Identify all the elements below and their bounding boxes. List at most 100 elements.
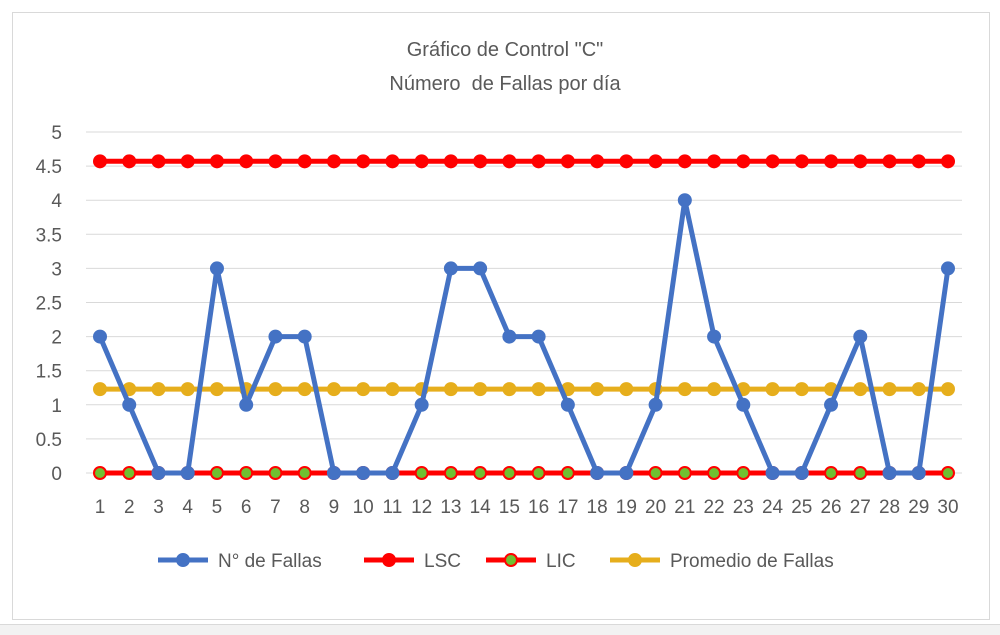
data-point — [736, 466, 751, 480]
data-point — [707, 154, 722, 169]
data-point — [590, 382, 605, 397]
x-tick-label: 20 — [645, 497, 666, 518]
data-point — [941, 382, 955, 397]
data-point — [794, 154, 809, 169]
data-point — [677, 382, 692, 397]
data-point — [707, 329, 722, 344]
data-point — [619, 154, 634, 169]
legend-label: LSC — [424, 551, 461, 572]
x-tick-label: 22 — [703, 497, 724, 518]
x-tick-label: 9 — [329, 497, 340, 518]
x-tick-label: 3 — [153, 497, 164, 518]
y-tick-label: 4.5 — [36, 157, 62, 178]
data-point — [326, 382, 341, 397]
x-tick-label: 17 — [557, 497, 578, 518]
data-point — [502, 154, 517, 169]
data-point — [531, 466, 546, 480]
x-tick-label: 11 — [383, 497, 403, 518]
chart-title: Gráfico de Control "C" — [407, 39, 604, 61]
data-point — [531, 329, 546, 344]
data-point — [268, 154, 283, 169]
x-tick-label: 4 — [182, 497, 193, 518]
series-lsc — [93, 154, 955, 169]
data-point — [93, 382, 107, 397]
data-point — [93, 466, 107, 480]
x-tick-label: 1 — [95, 497, 106, 518]
legend: N° de Fallas LSC LIC Promedio de Fallas — [158, 551, 834, 572]
legend-label: Promedio de Fallas — [670, 551, 834, 572]
data-point — [297, 329, 312, 344]
x-tick-label: 6 — [241, 497, 252, 518]
data-point — [180, 382, 195, 397]
chart-subtitle: Número de Fallas por día — [389, 73, 621, 95]
bottom-divider — [0, 624, 1000, 635]
gridlines — [86, 131, 962, 474]
data-point — [180, 154, 195, 169]
data-point — [590, 466, 605, 480]
y-tick-label: 5 — [51, 123, 62, 144]
x-tick-label: 13 — [440, 497, 461, 518]
data-point — [122, 397, 137, 412]
x-tick-label: 2 — [124, 497, 135, 518]
y-tick-label: 3.5 — [36, 225, 62, 246]
y-tick-label: 2.5 — [36, 294, 62, 315]
data-point — [209, 154, 224, 169]
x-tick-label: 26 — [820, 497, 841, 518]
y-axis-ticks: 0 0.5 1 1.5 2 2.5 3 3.5 4 4.5 5 — [36, 123, 63, 485]
data-point — [385, 154, 400, 169]
y-tick-label: 2 — [51, 328, 62, 349]
data-point — [911, 154, 926, 169]
data-point — [853, 329, 868, 344]
data-point — [619, 382, 634, 397]
series-line — [97, 197, 951, 476]
data-point — [297, 154, 312, 169]
data-point — [765, 466, 780, 480]
data-point — [531, 154, 546, 169]
legend-item: LIC — [486, 551, 576, 572]
y-tick-label: 0 — [51, 464, 62, 485]
legend-swatch-marker — [382, 553, 396, 567]
data-point — [853, 382, 868, 397]
data-point — [473, 466, 488, 480]
data-point — [677, 154, 692, 169]
data-point — [648, 466, 663, 480]
legend-swatch-marker — [628, 553, 642, 567]
data-point — [443, 261, 458, 276]
data-point — [473, 261, 488, 276]
x-tick-label: 28 — [879, 497, 900, 518]
data-point — [648, 154, 663, 169]
data-point — [502, 466, 517, 480]
data-point — [941, 261, 955, 276]
series-layer — [93, 154, 955, 480]
data-point — [209, 261, 224, 276]
data-point — [853, 466, 868, 480]
legend-swatch-marker — [504, 553, 518, 567]
data-point — [502, 329, 517, 344]
data-point — [268, 329, 283, 344]
data-point — [239, 397, 254, 412]
x-tick-label: 24 — [762, 497, 784, 518]
data-point — [239, 466, 254, 480]
data-point — [941, 466, 955, 480]
data-point — [794, 466, 809, 480]
x-tick-label: 19 — [616, 497, 637, 518]
data-point — [356, 382, 371, 397]
data-point — [882, 154, 897, 169]
x-tick-label: 16 — [528, 497, 549, 518]
x-tick-label: 23 — [733, 497, 754, 518]
data-point — [93, 329, 107, 344]
data-point — [736, 397, 751, 412]
x-tick-label: 5 — [212, 497, 223, 518]
data-point — [268, 466, 283, 480]
x-tick-label: 29 — [908, 497, 929, 518]
y-tick-label: 1.5 — [36, 362, 62, 383]
data-point — [385, 466, 400, 480]
data-point — [443, 382, 458, 397]
data-point — [677, 193, 692, 208]
x-axis-ticks: 1 2 3 4 5 6 7 8 9 10 11 12 13 14 15 16 17 18 19 20 21 22 23 24 2… — [95, 497, 959, 518]
data-point — [239, 154, 254, 169]
data-point — [765, 382, 780, 397]
data-point — [326, 154, 341, 169]
x-tick-label: 12 — [411, 497, 432, 518]
